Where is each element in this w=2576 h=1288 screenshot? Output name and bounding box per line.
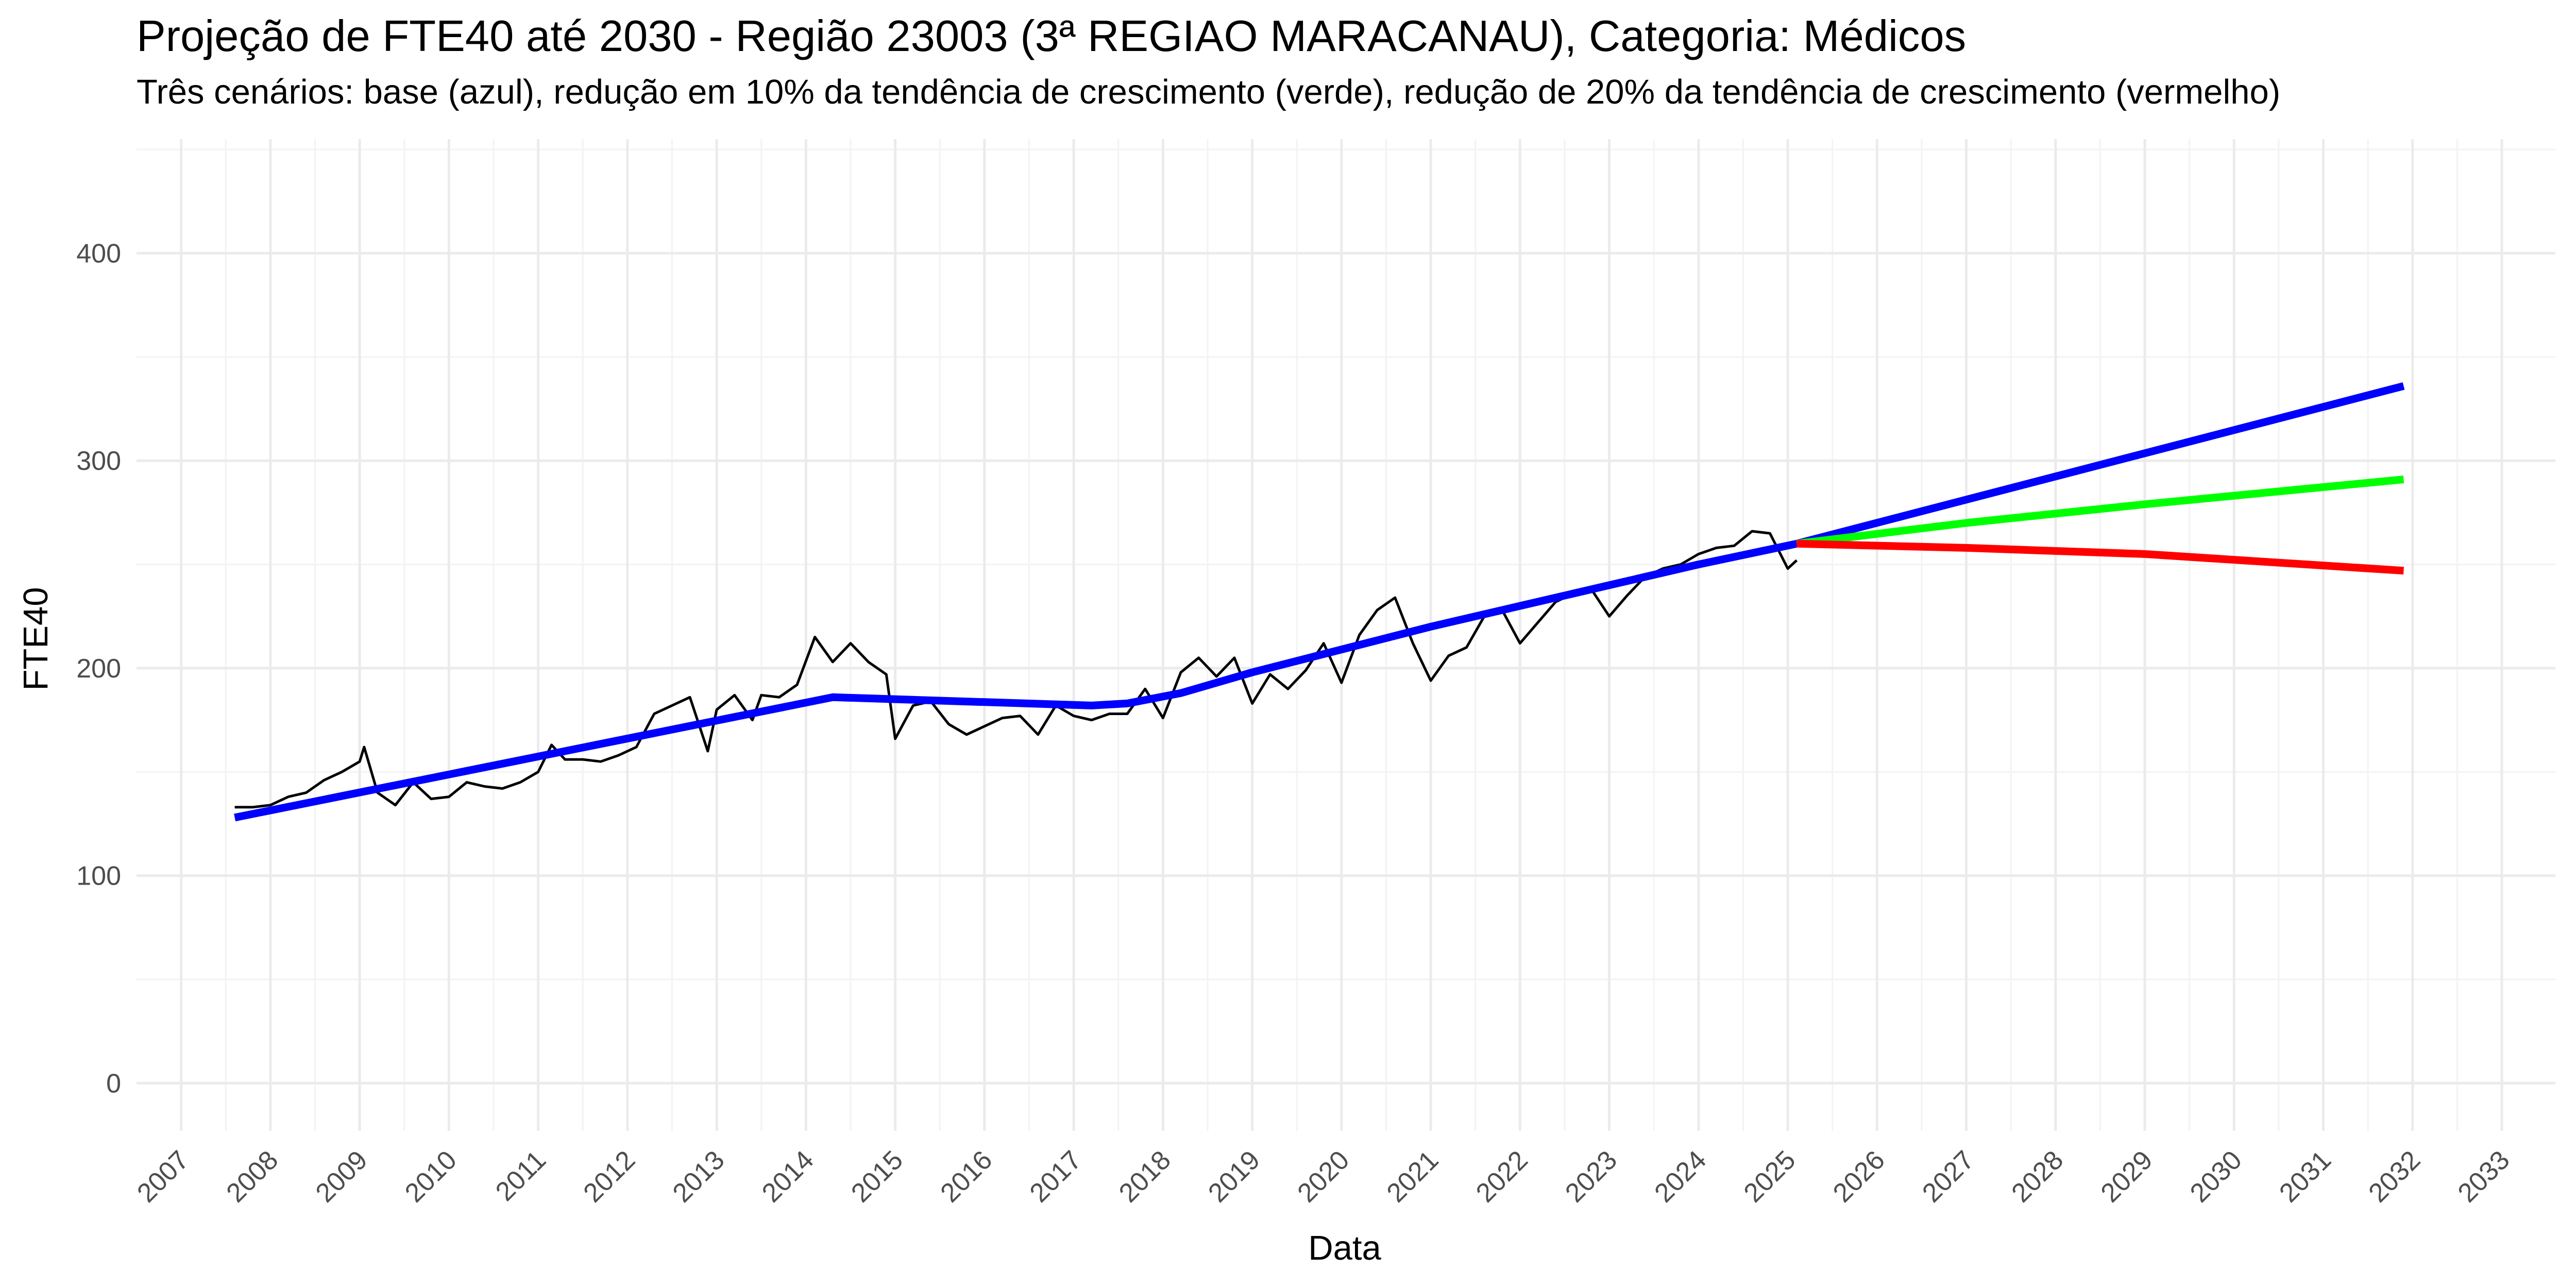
- series-lines: [234, 382, 2405, 822]
- x-tick-label: 2010: [399, 1145, 463, 1208]
- x-axis-tick-labels: 2007 2008 2009 2010 2011 2012 2013 2014 2015 2016…: [131, 1145, 2515, 1208]
- x-tick-label: 2007: [131, 1145, 195, 1208]
- x-tick-label: 2032: [2363, 1145, 2426, 1208]
- x-tick-label: 2009: [310, 1145, 374, 1208]
- x-tick-label: 2014: [756, 1145, 820, 1208]
- series-line-2: [234, 382, 2405, 822]
- y-tick-label: 300: [76, 446, 121, 476]
- x-tick-label: 2029: [2095, 1145, 2159, 1208]
- chart-title: Projeção de FTE40 até 2030 - Região 2300…: [137, 12, 1967, 61]
- y-tick-label: 0: [106, 1069, 121, 1098]
- y-tick-label: 100: [76, 861, 121, 891]
- x-tick-label: 2011: [490, 1145, 552, 1207]
- x-tick-label: 2024: [1649, 1145, 1712, 1208]
- x-axis-title: Data: [1308, 1229, 1381, 1267]
- x-tick-label: 2017: [1024, 1145, 1088, 1208]
- x-tick-label: 2033: [2452, 1145, 2516, 1208]
- x-tick-label: 2016: [935, 1145, 998, 1208]
- y-tick-label: 200: [76, 654, 121, 684]
- x-tick-label: 2027: [1917, 1145, 1980, 1208]
- x-tick-label: 2028: [2006, 1145, 2069, 1208]
- x-tick-label: 2022: [1470, 1145, 1534, 1208]
- x-tick-label: 2019: [1202, 1145, 1266, 1208]
- x-tick-label: 2008: [221, 1145, 284, 1208]
- x-tick-label: 2020: [1292, 1145, 1355, 1208]
- x-tick-label: 2025: [1738, 1145, 1802, 1208]
- x-tick-label: 2013: [667, 1145, 731, 1208]
- x-tick-label: 2021: [1381, 1145, 1445, 1208]
- x-tick-label: 2030: [2184, 1145, 2248, 1208]
- x-tick-label: 2031: [2274, 1145, 2337, 1208]
- x-tick-label: 2023: [1560, 1145, 1623, 1208]
- chart-subtitle: Três cenários: base (azul), redução em 1…: [137, 73, 2281, 111]
- y-axis-tick-labels: 0 100 200 300 400: [76, 239, 121, 1098]
- y-axis-title: FTE40: [16, 587, 55, 690]
- series-line-3: [1796, 476, 2404, 548]
- x-tick-label: 2015: [845, 1145, 909, 1208]
- x-tick-label: 2012: [578, 1145, 641, 1208]
- y-tick-label: 400: [76, 239, 121, 268]
- series-line-4: [1797, 539, 2404, 575]
- minor-gridlines: [137, 139, 2555, 1131]
- major-gridlines: [137, 139, 2555, 1131]
- x-tick-label: 2018: [1113, 1145, 1177, 1208]
- series-line-1: [234, 530, 1798, 809]
- x-tick-label: 2026: [1827, 1145, 1891, 1208]
